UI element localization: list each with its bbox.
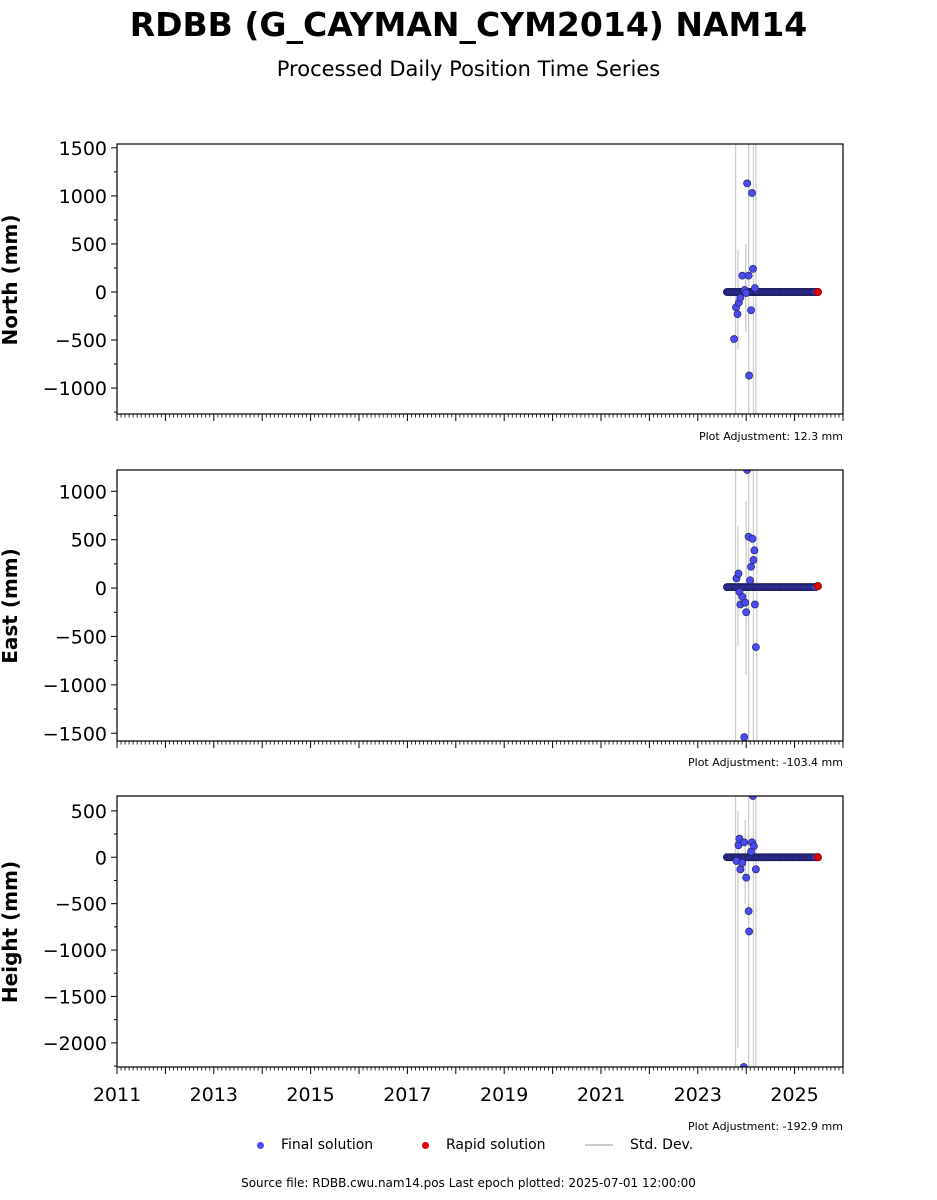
x-tick-label: 2017: [383, 1084, 431, 1106]
y-tick-label: −500: [55, 894, 107, 916]
final-solution-point: [749, 556, 758, 564]
final-solution-point: [747, 847, 755, 856]
final-solution-point: [738, 858, 747, 867]
y-axis-label: Height (mm): [0, 861, 22, 1003]
y-tick-label: 0: [95, 578, 107, 600]
panel-north: 1500 1000 500 0 −500 −1000 North (mm) Plot Adju…: [0, 138, 844, 443]
legend-label-std: Std. Dev.: [630, 1137, 694, 1153]
final-solution-point: [736, 293, 745, 302]
source-footer: Source file: RDBB.cwu.nam14.pos Last epo…: [241, 1176, 696, 1190]
x-tick-label: 2023: [674, 1084, 722, 1106]
final-solution-point: [743, 470, 752, 474]
final-solution-point: [744, 907, 753, 915]
y-tick-label: −500: [55, 330, 107, 352]
rapid-solution-point: [813, 287, 822, 297]
legend-item-rapid: Rapid solution: [422, 1137, 546, 1153]
final-solution-point: [739, 1063, 748, 1067]
y-tick-label: −500: [55, 626, 107, 648]
plot-area: [722, 796, 822, 1067]
final-solution-point: [751, 865, 760, 874]
plot-frame: [116, 469, 844, 742]
final-solution-point: [747, 306, 755, 315]
chart-title: RDBB (G_CAYMAN_CYM2014) NAM14: [129, 5, 808, 44]
final-solution-point: [749, 265, 757, 273]
x-tick-label: 2011: [93, 1084, 141, 1106]
final-solution-point: [747, 562, 755, 571]
legend-label-final: Final solution: [281, 1137, 374, 1153]
plot-frame: [116, 795, 844, 1068]
legend: Final solution Rapid solution Std. Dev.: [0, 1137, 937, 1159]
final-solution-point: [733, 310, 742, 318]
final-solution-point: [748, 189, 756, 197]
y-axis-label: North (mm): [0, 214, 22, 345]
y-tick-label: 500: [71, 234, 107, 256]
y-tick-label: −1500: [43, 723, 107, 745]
x-tick-label: 2013: [190, 1084, 238, 1106]
y-tick-label: 0: [95, 282, 107, 304]
y-axis-label: East (mm): [0, 548, 22, 664]
final-solution-point: [740, 838, 749, 847]
final-solution-point: [748, 534, 757, 543]
rapid-solution-point: [813, 853, 822, 862]
final-solution-point: [730, 335, 738, 343]
plot-area: [722, 144, 822, 414]
plot-adjustment-label: Plot Adjustment: 12.3 mm: [699, 430, 843, 443]
final-solution-point: [745, 927, 754, 936]
x-tick-label: 2021: [577, 1084, 625, 1106]
y-tick-label: 1500: [59, 138, 107, 160]
panel-east: 1000 500 0 −500 −1000 −1500 East (mm) Plot Adju…: [0, 469, 844, 769]
y-tick-label: −2000: [43, 1033, 107, 1055]
y-tick-label: 500: [71, 801, 107, 823]
y-tick-label: 1000: [59, 186, 107, 208]
final-solution-point: [734, 569, 743, 578]
final-solution-point: [751, 600, 759, 609]
legend-label-rapid: Rapid solution: [446, 1137, 546, 1153]
legend-item-final: Final solution: [257, 1137, 373, 1153]
rapid-solution-point: [813, 582, 822, 591]
y-tick-label: −1000: [43, 940, 107, 962]
y-tick-label: 1000: [59, 481, 107, 503]
x-tick-label: 2015: [286, 1084, 334, 1106]
plot-adjustment-label: Plot Adjustment: -103.4 mm: [688, 756, 843, 769]
plot-adjustment-label: Plot Adjustment: -192.9 mm: [688, 1120, 843, 1133]
panel-height: 500 0 −500 −1000 −1500 −2000 Height (mm) Plot A…: [0, 795, 844, 1133]
plot-frame: [116, 143, 844, 415]
final-solution-point: [746, 576, 754, 585]
y-tick-label: 500: [71, 530, 107, 552]
y-tick-label: −1000: [43, 378, 107, 400]
y-tick-label: −1000: [43, 675, 107, 697]
y-tick-label: −1500: [43, 986, 107, 1008]
x-tick-label: 2019: [480, 1084, 528, 1106]
final-solution-point: [742, 289, 751, 297]
final-solution-marker-icon: [257, 1141, 264, 1149]
y-tick-label: 0: [95, 847, 107, 869]
final-solution-point: [751, 284, 759, 293]
final-solution-point: [745, 371, 754, 380]
final-solution-point: [741, 598, 750, 607]
chart-subtitle: Processed Daily Position Time Series: [276, 57, 661, 81]
std-dev-line-icon: [585, 1144, 613, 1146]
final-solution-point: [744, 271, 753, 280]
final-solution-point: [736, 865, 745, 874]
rapid-solution-marker-icon: [422, 1141, 429, 1149]
final-solution-point: [740, 733, 749, 741]
x-tick-label: 2025: [770, 1084, 818, 1106]
legend-item-std: Std. Dev.: [585, 1137, 693, 1153]
final-solution-point: [750, 546, 759, 555]
final-solution-point: [751, 643, 760, 652]
plot-area: [722, 470, 822, 741]
final-solution-point: [742, 873, 751, 882]
final-solution-point: [743, 179, 752, 188]
final-solution-point: [742, 608, 751, 617]
